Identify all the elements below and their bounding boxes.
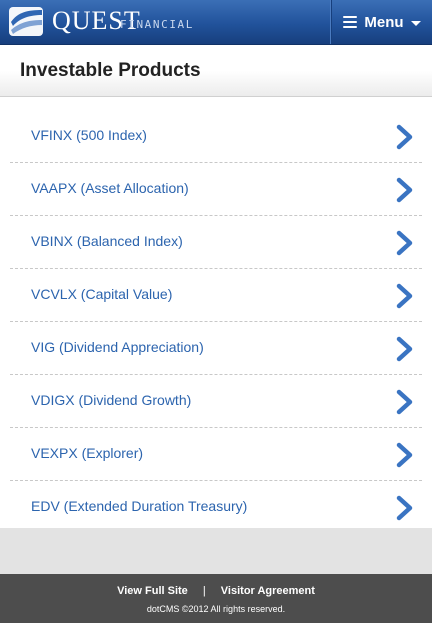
list-item[interactable]: VDIGX (Dividend Growth): [10, 375, 422, 428]
quest-financial-logo[interactable]: QUEST FINANCIAL: [8, 4, 328, 40]
chevron-right-icon[interactable]: [396, 124, 414, 150]
chevron-right-icon[interactable]: [396, 495, 414, 521]
brand-subtitle: FINANCIAL: [120, 18, 195, 31]
product-link[interactable]: VDIGX (Dividend Growth): [31, 392, 192, 408]
list-item[interactable]: VAAPX (Asset Allocation): [10, 163, 422, 216]
view-full-site-link[interactable]: View Full Site: [117, 585, 188, 597]
chevron-right-icon[interactable]: [396, 336, 414, 362]
copyright-text: dotCMS ©2012 All rights reserved.: [146, 604, 286, 614]
page-title: Investable Products: [20, 60, 201, 81]
chevron-right-icon[interactable]: [396, 389, 414, 415]
list-item[interactable]: EDV (Extended Duration Treasury): [10, 481, 422, 533]
list-item[interactable]: VEXPX (Explorer): [10, 428, 422, 481]
footer-separator: |: [202, 585, 206, 597]
chevron-right-icon[interactable]: [396, 283, 414, 309]
menu-button-label: Menu: [364, 13, 404, 31]
visitor-agreement-link[interactable]: Visitor Agreement: [220, 585, 315, 597]
list-item[interactable]: VCVLX (Capital Value): [10, 269, 422, 322]
page-footer: View Full Site | Visitor Agreement dotCM…: [0, 574, 432, 623]
list-item[interactable]: VBINX (Balanced Index): [10, 216, 422, 269]
hamburger-icon: [343, 16, 358, 28]
page-title-bar: Investable Products: [0, 45, 432, 97]
list-item[interactable]: VIG (Dividend Appreciation): [10, 322, 422, 375]
product-link[interactable]: EDV (Extended Duration Treasury): [31, 498, 248, 514]
product-link[interactable]: VEXPX (Explorer): [31, 445, 144, 461]
product-link[interactable]: VIG (Dividend Appreciation): [31, 339, 204, 355]
list-item[interactable]: VFINX (500 Index): [10, 110, 422, 163]
product-link[interactable]: VCVLX (Capital Value): [31, 286, 173, 302]
product-list: VFINX (500 Index) VAAPX (Asset Allocatio…: [0, 110, 432, 533]
product-link[interactable]: VFINX (500 Index): [31, 127, 147, 143]
content-bottom-spacer: [0, 528, 432, 574]
footer-links: View Full Site | Visitor Agreement: [0, 585, 432, 597]
quest-wave-logo-icon: [9, 7, 43, 36]
caret-down-icon: [410, 20, 421, 26]
chevron-right-icon[interactable]: [396, 230, 414, 256]
app-header: QUEST FINANCIAL Menu: [0, 0, 432, 45]
brand-name: QUEST: [52, 6, 141, 35]
menu-button[interactable]: Menu: [330, 0, 432, 44]
chevron-right-icon[interactable]: [396, 442, 414, 468]
product-link[interactable]: VAAPX (Asset Allocation): [31, 180, 189, 196]
product-link[interactable]: VBINX (Balanced Index): [31, 233, 183, 249]
chevron-right-icon[interactable]: [396, 177, 414, 203]
